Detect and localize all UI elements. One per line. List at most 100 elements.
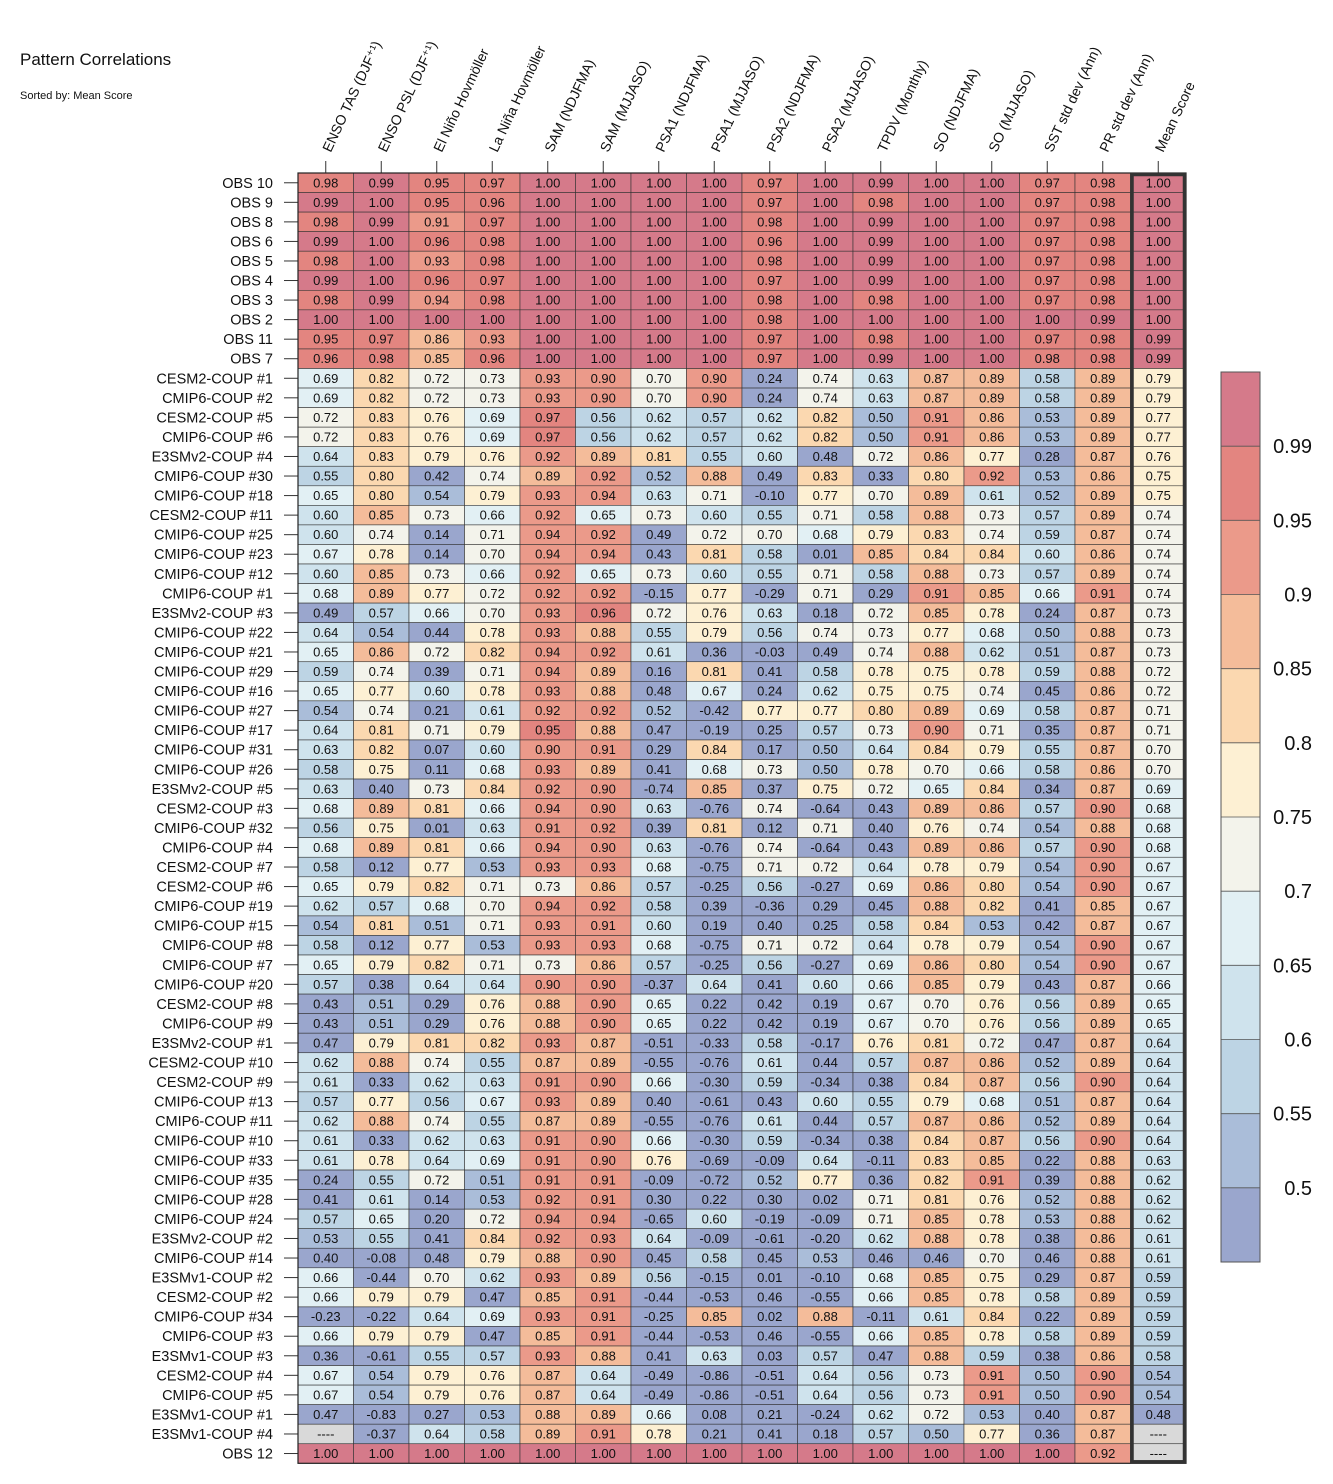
cell-value: 0.81 [424,1035,449,1050]
cell-value: 0.41 [757,1426,782,1441]
cell-value: 0.92 [979,469,1004,484]
cell-value: 0.52 [646,703,671,718]
cell-value: 0.74 [369,664,394,679]
cell-value: -0.17 [810,1035,840,1050]
cell-value: 0.27 [424,1407,449,1422]
cell-value: 0.96 [480,351,505,366]
cell-value: 0.73 [868,723,893,738]
cell-value: 0.58 [1035,1290,1060,1305]
cell-value: 0.59 [1146,1329,1171,1344]
cell-value: 0.91 [979,1387,1004,1402]
cell-value: 0.98 [757,253,782,268]
cell-value: -0.49 [644,1387,674,1402]
cell-value: -0.44 [366,1270,396,1285]
cell-value: 0.79 [868,527,893,542]
cell-value: 0.46 [757,1290,782,1305]
cell-value: 0.71 [868,1211,893,1226]
cell-value: 0.36 [313,1348,338,1363]
cell-value: 0.68 [313,586,338,601]
cell-value: 0.63 [868,371,893,386]
cell-value: 0.74 [979,527,1004,542]
cell-value: 0.73 [979,508,1004,523]
cell-value: 0.56 [646,1270,671,1285]
cell-value: 0.66 [868,977,893,992]
cell-value: 1.00 [591,332,616,347]
cell-value: 0.67 [1146,938,1171,953]
cell-value: 0.57 [1035,566,1060,581]
cell-value: 0.90 [535,742,560,757]
row-label: E3SMv2-COUP #1 [152,1036,273,1052]
cell-value: 0.19 [813,996,838,1011]
cell-value: 0.99 [1146,351,1171,366]
cell-value: 0.67 [1146,899,1171,914]
cell-value: 0.87 [924,1114,949,1129]
column-label: ENSO TAS (DJF⁺¹) [319,38,384,154]
cell-value: 0.89 [591,762,616,777]
cell-value: 0.57 [313,977,338,992]
cell-value: 0.87 [1090,918,1115,933]
cell-value: 1.00 [813,332,838,347]
cell-value: 0.40 [369,781,394,796]
cell-value: -0.34 [810,1133,840,1148]
cell-value: 0.89 [369,801,394,816]
cell-value: 0.82 [813,429,838,444]
cell-value: 0.81 [924,1035,949,1050]
cell-value: 0.49 [313,605,338,620]
colorbar-segment [1221,1039,1260,1114]
cell-value: 0.77 [369,1094,394,1109]
cell-value: 0.56 [591,410,616,425]
cell-value: 0.54 [1035,957,1060,972]
column-label: PSA2 (MJJASO) [818,53,877,154]
cell-value: 0.69 [979,703,1004,718]
row-label: CMIP6-COUP #33 [154,1153,273,1169]
cell-value: 0.89 [1090,1329,1115,1344]
cell-value: -0.25 [699,879,729,894]
cell-value: 0.98 [757,214,782,229]
cell-value: 0.57 [813,1348,838,1363]
cell-value: 0.87 [1090,1407,1115,1422]
cell-value: 0.73 [535,957,560,972]
cell-value: 0.90 [1090,1075,1115,1090]
cell-value: 0.70 [1146,762,1171,777]
cell-value: 1.00 [979,312,1004,327]
cell-value: 0.98 [1090,293,1115,308]
cell-value: 0.82 [424,879,449,894]
cell-value: -0.19 [755,1211,785,1226]
cell-value: 0.77 [702,586,727,601]
cell-value: 0.85 [924,605,949,620]
cell-value: 0.57 [868,1055,893,1070]
cell-value: 0.79 [480,1251,505,1266]
cell-value: 0.72 [868,449,893,464]
cell-value: 1.00 [1146,253,1171,268]
cell-value: 0.90 [535,977,560,992]
cell-value: 0.73 [924,1368,949,1383]
cell-value: 0.64 [424,1426,449,1441]
cell-value: 0.61 [757,1114,782,1129]
cell-value: 0.87 [1090,723,1115,738]
cell-value: 0.90 [1090,801,1115,816]
cell-value: 0.90 [591,781,616,796]
cell-value: 0.48 [646,684,671,699]
cell-value: 0.53 [313,1231,338,1246]
cell-value: 0.94 [535,840,560,855]
cell-value: 1.00 [369,1446,394,1461]
cell-value: 1.00 [1035,1446,1060,1461]
cell-value: 0.58 [1035,762,1060,777]
cell-value: 1.00 [813,214,838,229]
cell-value: 0.74 [424,1114,449,1129]
cell-value: 0.99 [313,195,338,210]
column-label: PR std dev (Ann) [1096,51,1156,154]
cell-value: 0.89 [1090,429,1115,444]
row-label: CMIP6-COUP #28 [154,1192,273,1208]
row-label: CMIP6-COUP #11 [155,1114,273,1130]
cell-value: 0.83 [924,527,949,542]
cell-value: 0.73 [646,508,671,523]
cell-value: -0.34 [810,1075,840,1090]
cell-value: 0.55 [480,1114,505,1129]
cell-value: 0.18 [813,605,838,620]
cell-value: 0.78 [979,1290,1004,1305]
cell-value: 1.00 [535,195,560,210]
cell-value: 0.55 [646,625,671,640]
cell-value: 0.94 [535,527,560,542]
cell-value: 0.72 [1146,684,1171,699]
